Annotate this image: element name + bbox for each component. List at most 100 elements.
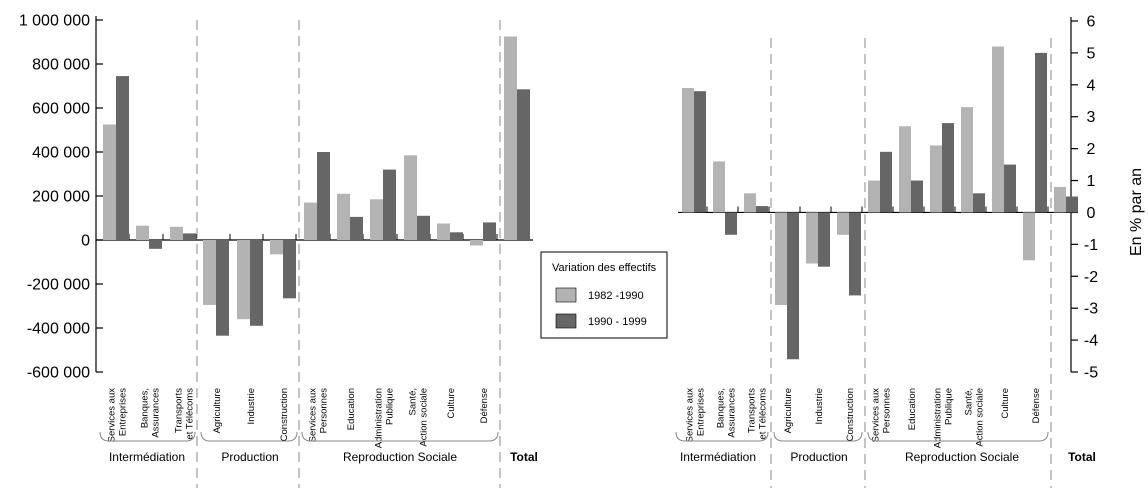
left-category-label: Personnes: [319, 388, 330, 434]
right-y-tick-label: 4: [1087, 77, 1096, 94]
left-bar-1982: [337, 193, 350, 240]
right-bar-1990: [911, 180, 923, 213]
left-bar-1982: [304, 202, 317, 240]
right-bar-1990: [756, 206, 768, 213]
right-y-tick-label: 6: [1087, 14, 1096, 31]
right-bar-1982: [744, 193, 756, 213]
left-y-tick-label: 0: [81, 233, 90, 250]
right-group-label: Intermédiation: [680, 450, 756, 464]
left-group-brace: [99, 431, 196, 442]
left-bar-1990: [116, 76, 129, 240]
left-category-label: Santé,: [408, 388, 419, 415]
right-group-label: Reproduction Sociale: [905, 450, 1019, 464]
right-y-tick-label: -4: [1084, 333, 1098, 350]
right-bar-1990: [880, 151, 892, 213]
left-y-tick-label: 800 000: [32, 57, 90, 74]
left-bar-1982: [470, 240, 483, 246]
left-bar-1990: [283, 240, 296, 299]
right-y-tick-label: -1: [1084, 237, 1098, 254]
right-bar-1990: [1066, 196, 1078, 213]
left-bar-1982: [203, 240, 216, 305]
legend-label-1982: 1982 -1990: [588, 290, 644, 302]
legend: Variation des effectifs 1982 -1990 1990 …: [540, 251, 668, 339]
legend-label-1990: 1990 - 1999: [588, 316, 647, 328]
right-bar-1982: [837, 212, 849, 235]
left-bar-1982: [136, 225, 149, 240]
right-bar-1990: [973, 193, 985, 213]
left-y-tick-label: 200 000: [32, 189, 90, 206]
right-category-label: Agriculture: [783, 388, 794, 433]
left-category-label: Services aux: [308, 388, 319, 443]
left-group-label: Production: [221, 450, 278, 464]
left-category-label: Banques,: [140, 388, 151, 428]
left-category-label: Education: [346, 388, 357, 430]
left-y-tick-label: -200 000: [27, 277, 90, 294]
right-group-brace: [675, 431, 769, 442]
legend-title: Variation des effectifs: [552, 262, 657, 274]
right-chart-percent-variation: 6 5 4 3 2 1 0 -1 -2 -3 -4 -5 En % par an Services aux…: [675, 14, 1145, 488]
right-category-label: Construction: [845, 388, 856, 441]
right-bar-1982: [1054, 186, 1066, 213]
right-category-label: Publique: [944, 388, 955, 425]
left-category-label: Construction: [279, 388, 290, 441]
right-category-label: Culture: [1000, 388, 1011, 419]
left-group-label: Intermédiation: [109, 450, 185, 464]
left-group-brace: [301, 431, 499, 442]
left-bar-1982: [270, 240, 283, 255]
left-category-label: Administration: [374, 388, 385, 448]
left-bar-1990: [149, 240, 162, 249]
right-group-brace: [867, 431, 1049, 442]
left-bar-1990: [317, 152, 330, 240]
left-category-label: Entreprises: [118, 388, 129, 436]
left-y-tick-label: 1 000 000: [19, 13, 90, 30]
left-bar-1982: [370, 199, 383, 240]
right-category-label: Défense: [1031, 388, 1042, 423]
right-y-tick-label: -5: [1084, 365, 1098, 382]
right-y-tick-label: 1: [1087, 173, 1096, 190]
left-chart-absolute-variation: 1 000 000 800 000 600 000 400 000 200 000 0 -2…: [19, 13, 538, 488]
left-bar-1990: [250, 240, 263, 326]
right-category-label: Santé,: [964, 388, 975, 415]
right-bar-1982: [992, 46, 1004, 213]
right-group-brace: [773, 431, 863, 442]
left-bar-1982: [103, 124, 116, 240]
right-bar-1990: [1035, 52, 1047, 213]
right-category-label: Services aux: [685, 388, 696, 443]
right-category-label: Industrie: [814, 388, 825, 424]
legend-swatch-1990: [555, 313, 577, 329]
left-category-label: et Télécoms: [185, 388, 196, 440]
left-bar-1990: [216, 240, 229, 336]
right-category-label: Transports: [747, 388, 758, 433]
right-y-tick-label: 2: [1087, 141, 1096, 158]
right-bar-1982: [868, 180, 880, 213]
right-bar-1982: [930, 145, 942, 213]
left-bar-1990: [517, 89, 530, 240]
right-y-tick-label: -2: [1084, 269, 1098, 286]
left-bar-1990: [450, 232, 463, 240]
left-bar-1982: [170, 226, 183, 240]
left-category-label: Culture: [446, 388, 457, 419]
right-category-label: Administration: [933, 388, 944, 448]
left-category-label: Publique: [385, 388, 396, 425]
right-category-label: Action sociale: [975, 388, 986, 447]
right-category-label: Services aux: [871, 388, 882, 443]
left-category-label: Industrie: [246, 388, 257, 424]
left-category-label: Agriculture: [212, 388, 223, 433]
left-bar-1982: [437, 223, 450, 240]
left-group-label: Total: [510, 450, 538, 464]
left-category-label: Action sociale: [419, 388, 430, 447]
right-bar-1990: [942, 123, 954, 213]
right-category-label: Personnes: [882, 388, 893, 434]
right-category-label: Education: [907, 388, 918, 430]
right-bar-1990: [725, 212, 737, 235]
left-y-tick-label: -400 000: [27, 321, 90, 338]
legend-swatch-1982: [555, 287, 577, 303]
right-bar-1982: [775, 212, 787, 305]
left-bar-1982: [504, 36, 517, 240]
right-bar-1990: [787, 212, 799, 360]
right-bar-1982: [806, 212, 818, 264]
right-y-tick-label: 3: [1087, 109, 1096, 126]
right-bar-1982: [961, 107, 973, 213]
left-category-label: Défense: [479, 388, 490, 423]
